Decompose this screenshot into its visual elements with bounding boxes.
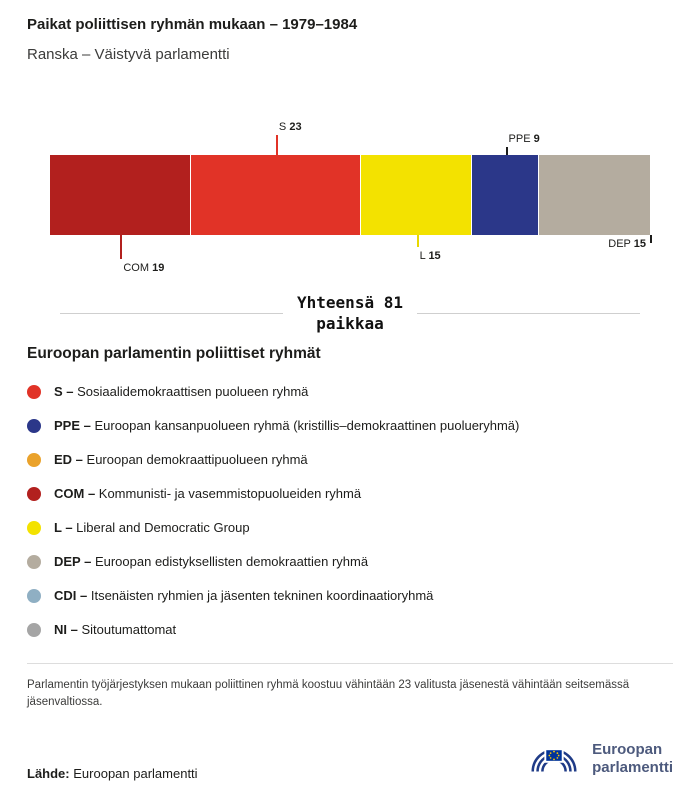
callout-label-com: COM 19 bbox=[123, 262, 165, 274]
stacked-bar bbox=[50, 155, 650, 235]
source-value: Euroopan parlamentti bbox=[73, 766, 198, 782]
legend-color-dot bbox=[27, 486, 41, 501]
legend-item-label: ED – Euroopan demokraattipuolueen ryhmä bbox=[54, 452, 308, 468]
legend-color-dot bbox=[27, 384, 41, 399]
legend-item-dep: DEP – Euroopan edistyksellisten demokraa… bbox=[27, 545, 673, 579]
bar-segment-l[interactable] bbox=[361, 155, 473, 235]
ep-logo-text: Euroopan parlamentti bbox=[592, 741, 673, 776]
legend-color-dot bbox=[27, 554, 41, 569]
legend-item-l: L – Liberal and Democratic Group bbox=[27, 511, 673, 545]
legend-item-label: PPE – Euroopan kansanpuolueen ryhmä (kri… bbox=[54, 418, 520, 434]
callout-line-s bbox=[275, 135, 278, 155]
legend-item-label: COM – Kommunisti- ja vasemmistopuolueide… bbox=[54, 486, 362, 502]
callout-label-dep: DEP 15 bbox=[608, 238, 646, 250]
legend-color-dot bbox=[27, 588, 41, 603]
ep-logo: Euroopan parlamentti bbox=[525, 736, 673, 781]
legend-color-dot bbox=[27, 622, 41, 637]
legend-list: S – Sosiaalidemokraattisen puolueen ryhm… bbox=[27, 375, 673, 647]
total-rule-left bbox=[60, 313, 284, 315]
legend-item-ed: ED – Euroopan demokraattipuolueen ryhmä bbox=[27, 443, 673, 477]
footer: Lähde: Euroopan parlamentti bbox=[27, 736, 673, 781]
callout-line-com bbox=[120, 235, 123, 259]
total-row: Yhteensä 81 paikkaa bbox=[60, 293, 640, 335]
ep-logo-line1: Euroopan bbox=[592, 741, 663, 759]
ep-logo-line2: parlamentti bbox=[592, 758, 673, 776]
source-label: Lähde: bbox=[27, 766, 70, 782]
bar-segment-dep[interactable] bbox=[538, 155, 650, 235]
callout-label-s: S 23 bbox=[278, 121, 302, 133]
chart-area: COM 19 S 23 L 15 PPE 9 DEP 15 bbox=[50, 121, 652, 274]
legend-color-dot bbox=[27, 520, 41, 535]
legend-item-com: COM – Kommunisti- ja vasemmistopuolueide… bbox=[27, 477, 673, 511]
bar-segment-ppe[interactable] bbox=[472, 155, 539, 235]
legend-item-label: DEP – Euroopan edistyksellisten demokraa… bbox=[54, 554, 369, 570]
legend-item-s: S – Sosiaalidemokraattisen puolueen ryhm… bbox=[27, 375, 673, 409]
callout-line-dep bbox=[650, 235, 652, 243]
callout-label-l: L 15 bbox=[419, 250, 441, 262]
callout-line-ppe bbox=[505, 147, 508, 155]
legend: Euroopan parlamentin poliittiset ryhmät … bbox=[27, 345, 673, 647]
legend-item-label: L – Liberal and Democratic Group bbox=[54, 520, 250, 536]
total-seats-label: Yhteensä 81 paikkaa bbox=[297, 293, 403, 333]
callout-label-ppe: PPE 9 bbox=[508, 133, 540, 145]
total-rule-right bbox=[416, 313, 640, 315]
bar-segment-com[interactable] bbox=[50, 155, 191, 235]
legend-item-label: S – Sosiaalidemokraattisen puolueen ryhm… bbox=[54, 384, 309, 400]
legend-item-label: NI – Sitoutumattomat bbox=[54, 622, 177, 638]
legend-color-dot bbox=[27, 418, 41, 433]
legend-item-ni: NI – Sitoutumattomat bbox=[27, 613, 673, 647]
legend-item-label: CDI – Itsenäisten ryhmien ja jäsenten te… bbox=[54, 588, 434, 604]
callout-line-l bbox=[416, 235, 419, 247]
legend-item-ppe: PPE – Euroopan kansanpuolueen ryhmä (kri… bbox=[27, 409, 673, 443]
ep-hemicycle-icon bbox=[525, 736, 583, 781]
header: Paikat poliittisen ryhmän mukaan – 1979–… bbox=[0, 0, 700, 63]
legend-title: Euroopan parlamentin poliittiset ryhmät bbox=[27, 344, 321, 362]
footnote: Parlamentin työjärjestyksen mukaan polii… bbox=[27, 662, 673, 713]
bar-segment-s[interactable] bbox=[190, 155, 362, 235]
page-subtitle: Ranska – Väistyvä parlamentti bbox=[27, 46, 230, 63]
legend-item-cdi: CDI – Itsenäisten ryhmien ja jäsenten te… bbox=[27, 579, 673, 613]
legend-color-dot bbox=[27, 452, 41, 467]
page-title: Paikat poliittisen ryhmän mukaan – 1979–… bbox=[27, 16, 358, 33]
source-text: Lähde: Euroopan parlamentti bbox=[27, 766, 198, 781]
